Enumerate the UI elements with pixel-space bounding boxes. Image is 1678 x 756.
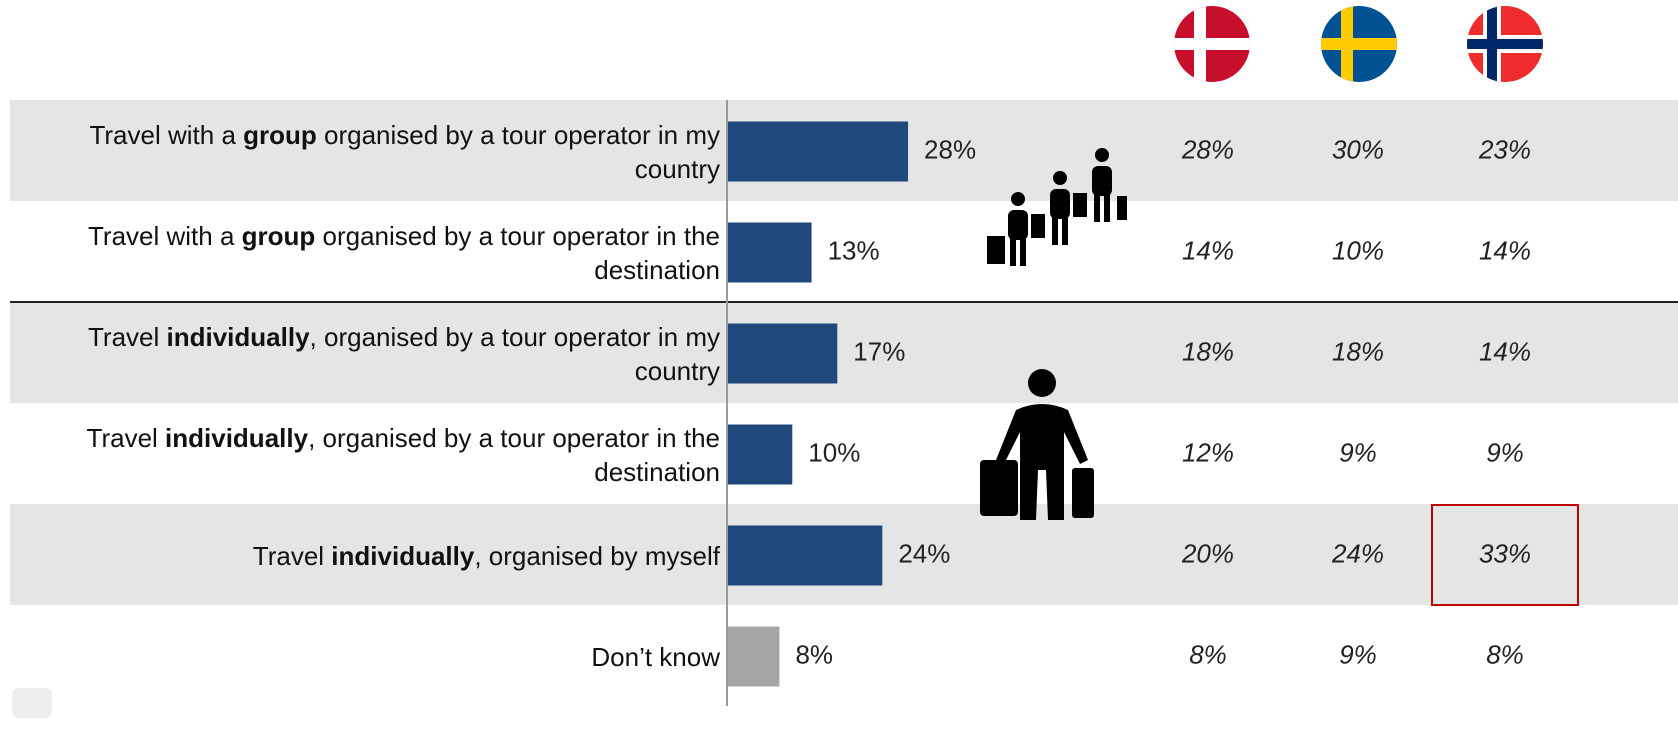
value-label: 10% (808, 437, 860, 467)
label-run: group (241, 220, 316, 251)
label-run: Travel (252, 540, 332, 571)
bar (728, 525, 883, 586)
label-run: , organised by myself (474, 540, 720, 571)
table-cell: 14% (1479, 336, 1531, 366)
bar (728, 626, 780, 687)
table-cell: 10% (1332, 235, 1384, 265)
flag-norway (1467, 6, 1543, 82)
label-run: , organised by a tour operator in the de… (308, 422, 720, 487)
flag-denmark (1174, 6, 1250, 82)
label-run: , organised by a tour operator in my cou… (309, 321, 720, 386)
value-label: 24% (898, 538, 950, 568)
bar (728, 121, 909, 182)
label-run: Travel with a (88, 220, 242, 251)
category-label: Travel individually, organised by a tour… (30, 421, 720, 489)
label-run: Travel (88, 321, 167, 352)
category-label: Travel with a group organised by a tour … (30, 118, 720, 186)
bar (728, 222, 812, 283)
group-icon (987, 148, 1127, 266)
label-run: individually (331, 540, 475, 571)
value-label: 8% (795, 639, 833, 669)
row-background (10, 302, 1678, 403)
table-cell: 18% (1182, 336, 1234, 366)
table-cell: 33% (1479, 538, 1531, 568)
label-run: individually (165, 422, 309, 453)
label-run: Don’t know (591, 641, 720, 672)
label-run: Travel (86, 422, 166, 453)
label-run: organised by a tour operator in the dest… (315, 220, 720, 285)
table-cell: 30% (1332, 134, 1384, 164)
category-label: Don’t know (30, 640, 720, 674)
value-label: 28% (924, 134, 976, 164)
table-cell: 28% (1181, 134, 1234, 164)
table-cell: 9% (1486, 437, 1524, 467)
corner-tab (12, 688, 52, 718)
category-label: Travel with a group organised by a tour … (30, 219, 720, 287)
table-cell: 24% (1331, 538, 1384, 568)
table-cell: 20% (1181, 538, 1234, 568)
label-run: Travel with a (89, 119, 244, 150)
table-cell: 9% (1339, 437, 1377, 467)
highlight-box (1431, 504, 1579, 606)
value-label: 13% (828, 235, 880, 265)
table-cell: 14% (1182, 235, 1234, 265)
table-cell: 8% (1189, 639, 1227, 669)
table-cell: 9% (1339, 639, 1377, 669)
table-cell: 8% (1486, 639, 1524, 669)
category-label: Travel individually, organised by a tour… (30, 320, 720, 388)
label-run: organised by a tour operator in my count… (316, 119, 720, 184)
table-cell: 23% (1478, 134, 1531, 164)
table-cell: 14% (1479, 235, 1531, 265)
label-run: group (243, 119, 317, 150)
individual-icon (980, 369, 1094, 520)
value-label: 17% (853, 336, 905, 366)
bar (728, 323, 838, 384)
table-cell: 18% (1332, 336, 1384, 366)
category-label: Travel individually, organised by myself (30, 539, 720, 573)
table-cell: 12% (1182, 437, 1234, 467)
label-run: individually (166, 321, 310, 352)
bar (728, 424, 793, 485)
flag-sweden (1321, 6, 1397, 82)
